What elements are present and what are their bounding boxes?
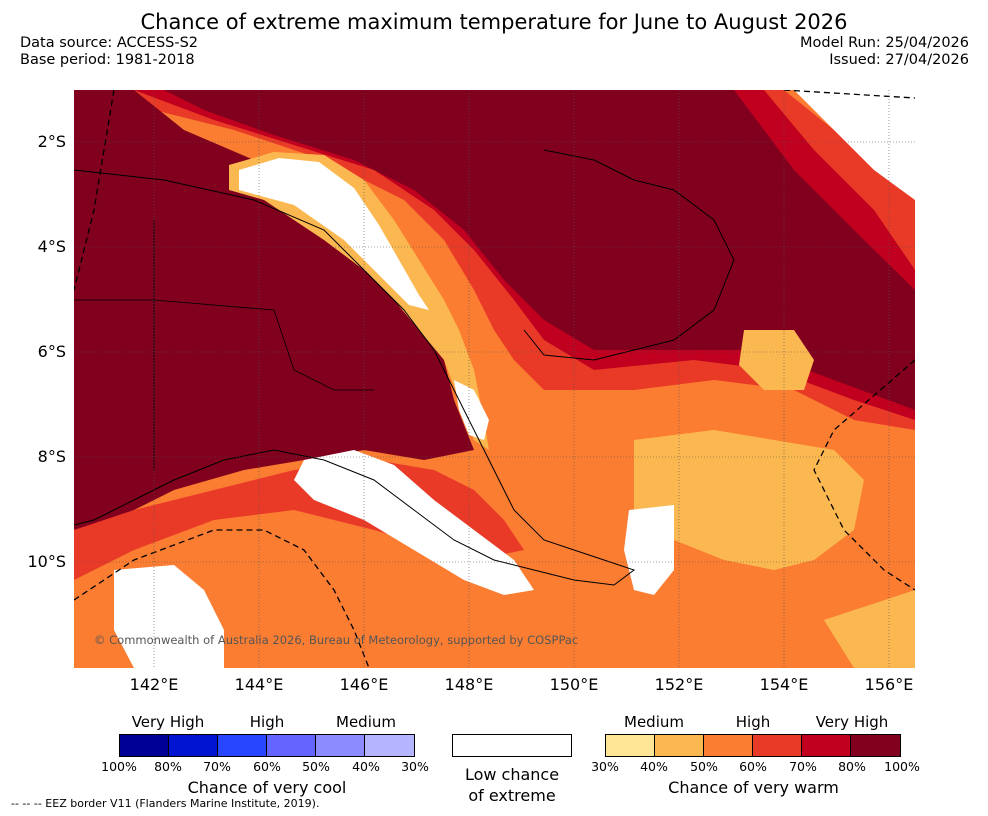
low-chance-zone-central xyxy=(454,380,489,440)
copyright-notice: © Commonwealth of Australia 2026, Bureau… xyxy=(94,633,579,647)
map-canvas xyxy=(74,90,915,668)
warm-tick: 70% xyxy=(789,759,817,774)
model-run: Model Run: 25/04/2026 xyxy=(799,35,969,51)
warm-tick: 60% xyxy=(739,759,767,774)
lon-label-150e: 150°E xyxy=(549,675,599,694)
warm-colorbar xyxy=(605,734,901,757)
cool-tick: 100% xyxy=(101,759,137,774)
warm-zone-40-east xyxy=(634,430,864,570)
warm-tick: 40% xyxy=(640,759,668,774)
warm-swatch xyxy=(802,735,851,756)
low-chance-zone-south xyxy=(294,450,534,595)
cool-swatch xyxy=(218,735,267,756)
warm-level-medium: Medium xyxy=(624,713,684,731)
cool-level-high: High xyxy=(249,713,285,731)
map-title: Chance of extreme maximum temperature fo… xyxy=(140,10,848,34)
low-chance-zone-east xyxy=(624,505,674,595)
lat-label-10s: 10°S xyxy=(27,552,66,571)
warm-tick: 30% xyxy=(591,759,619,774)
graticule xyxy=(74,90,915,668)
coastline-mainland xyxy=(74,169,636,586)
low-chance-caption: Low chance of extreme xyxy=(452,764,572,806)
source-info: Data source: ACCESS-S2 Base period: 1981… xyxy=(20,35,198,69)
lat-label-8s: 8°S xyxy=(37,447,66,466)
cool-swatch xyxy=(365,735,414,756)
warm-tick: 50% xyxy=(690,759,718,774)
cool-tick: 40% xyxy=(352,759,380,774)
lon-label-148e: 148°E xyxy=(444,675,494,694)
eez-border-south xyxy=(74,90,370,668)
warm-caption: Chance of very warm xyxy=(668,778,839,797)
low-chance-caption-line1: Low chance xyxy=(464,765,560,784)
data-source: Data source: ACCESS-S2 xyxy=(20,35,199,51)
warm-swatch xyxy=(851,735,900,756)
lon-label-156e: 156°E xyxy=(864,675,914,694)
eez-footnote: -- -- -- EEZ border V11 (Flanders Marine… xyxy=(11,797,320,810)
cool-tick: 80% xyxy=(154,759,182,774)
coastline-new-britain xyxy=(523,149,735,361)
low-chance-zone-northeast xyxy=(794,90,915,200)
forecast-map xyxy=(74,90,915,668)
cool-swatch xyxy=(169,735,218,756)
lon-label-152e: 152°E xyxy=(654,675,704,694)
low-chance-zone-north xyxy=(239,158,429,310)
cool-swatch xyxy=(267,735,316,756)
lon-label-144e: 144°E xyxy=(234,675,284,694)
cool-level-medium: Medium xyxy=(336,713,396,731)
lon-label-146e: 146°E xyxy=(339,675,389,694)
warm-tick: 80% xyxy=(838,759,866,774)
cool-level-very-high: Very High xyxy=(131,713,205,731)
run-info: Model Run: 25/04/2026 Issued: 27/04/2026 xyxy=(800,35,969,69)
warm-swatch xyxy=(606,735,655,756)
low-chance-zone-southwest xyxy=(114,565,224,668)
cool-tick: 70% xyxy=(203,759,231,774)
warm-zone-80-west xyxy=(74,150,474,530)
low-chance-caption-line2: of extreme xyxy=(468,786,556,805)
lon-label-142e: 142°E xyxy=(129,675,179,694)
low-chance-swatch xyxy=(452,734,572,757)
warm-zone-80-northeast xyxy=(164,90,915,410)
warm-swatch xyxy=(704,735,753,756)
cool-caption: Chance of very cool xyxy=(187,778,347,797)
issued-date: Issued: 27/04/2026 xyxy=(829,52,969,68)
cool-colorbar xyxy=(119,734,415,757)
lat-label-6s: 6°S xyxy=(37,342,66,361)
warm-swatch xyxy=(753,735,802,756)
cool-tick: 30% xyxy=(401,759,429,774)
warm-tick: 100% xyxy=(884,759,920,774)
cool-swatch xyxy=(316,735,365,756)
warm-zone-40-islands xyxy=(739,330,814,390)
cool-swatch xyxy=(120,735,169,756)
warm-zone-40-southeast xyxy=(824,590,915,668)
lat-label-2s: 2°S xyxy=(37,132,66,151)
lat-label-4s: 4°S xyxy=(37,237,66,256)
warm-level-very-high: Very High xyxy=(815,713,889,731)
eez-border-north xyxy=(783,90,915,99)
warm-swatch xyxy=(655,735,704,756)
cool-tick: 50% xyxy=(302,759,330,774)
cool-tick: 60% xyxy=(253,759,281,774)
lon-label-154e: 154°E xyxy=(759,675,809,694)
base-period: Base period: 1981-2018 xyxy=(20,52,195,68)
warm-level-high: High xyxy=(735,713,771,731)
